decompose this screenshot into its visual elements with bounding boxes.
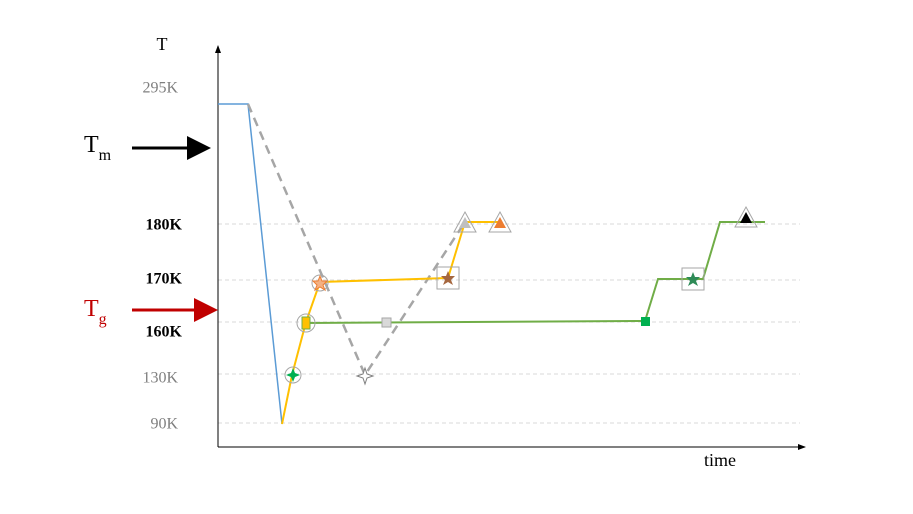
y-axis-label: T	[157, 34, 168, 54]
tm-label: Tm	[84, 132, 112, 164]
level-label: 160K	[146, 324, 183, 341]
dashed-path	[246, 103, 467, 378]
level-label: 130K	[142, 370, 178, 387]
level-label: 170K	[146, 271, 183, 288]
tm-sub: m	[99, 147, 112, 164]
tg-sub: g	[99, 311, 107, 328]
tg-main: T	[84, 296, 99, 322]
markers	[284, 205, 758, 386]
tm-main: T	[84, 132, 99, 158]
green-path	[305, 221, 765, 324]
level-label: 295K	[142, 80, 178, 97]
quench-path	[218, 103, 283, 425]
x-axis-label: time	[704, 450, 736, 470]
tg-label: Tg	[84, 296, 107, 328]
level-label: 90K	[150, 416, 178, 433]
level-label: 180K	[146, 217, 183, 234]
